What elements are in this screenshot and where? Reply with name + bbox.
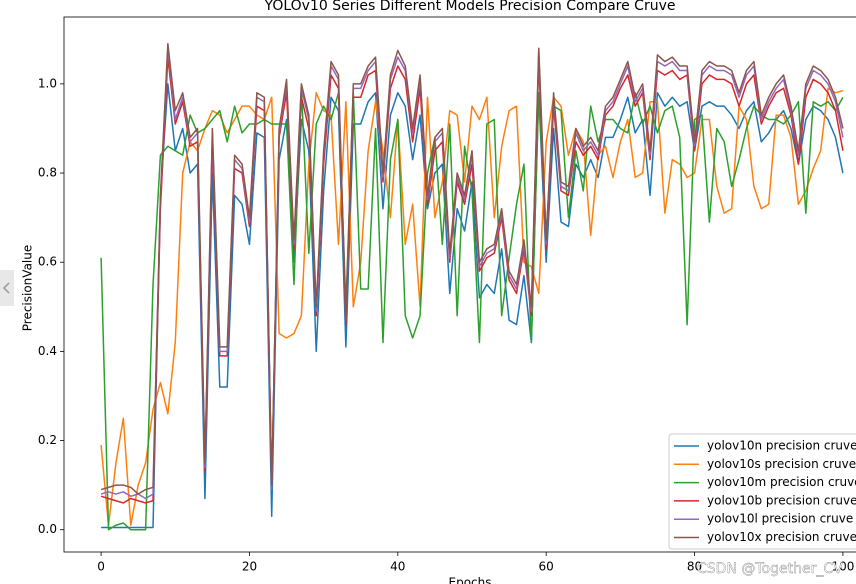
x-axis-label: Epochs — [449, 576, 492, 584]
y-axis-label: PrecisionValue — [21, 245, 35, 332]
plot-frame — [63, 16, 856, 553]
legend-label: yolov10m precision cruve — [707, 475, 856, 489]
legend-label: yolov10l precision cruve — [707, 512, 853, 526]
x-tick-label: 80 — [687, 560, 702, 574]
y-tick-label: 0.4 — [38, 344, 57, 358]
series-line — [100, 87, 844, 526]
legend-label: yolov10s precision cruve — [707, 457, 856, 471]
legend-label: yolov10n precision cruve — [707, 439, 856, 453]
collapse-tab[interactable] — [0, 270, 14, 306]
collapse-tab-bg[interactable] — [0, 270, 14, 306]
watermark: CSDN @Together_CV — [697, 561, 843, 577]
x-tick-label: 0 — [97, 560, 105, 574]
legend-label: yolov10x precision cruve — [707, 530, 856, 544]
y-tick-label: 0.8 — [38, 166, 57, 180]
series-line — [101, 83, 844, 529]
y-tick-label: 0.6 — [38, 255, 57, 269]
series-line — [100, 43, 844, 495]
legend-box — [668, 433, 856, 550]
legend: yolov10n precision cruve yolov10s precisi… — [668, 433, 856, 550]
y-tick-label: 0.0 — [38, 522, 57, 536]
x-tick-label: 60 — [539, 560, 554, 574]
series-line — [100, 87, 844, 531]
x-tick-label: 20 — [242, 560, 257, 574]
legend-label: yolov10b precision cruve — [707, 493, 856, 507]
x-tick-label: 40 — [390, 560, 405, 574]
y-tick-label: 0.2 — [38, 433, 57, 447]
x-tick-label: 100 — [831, 560, 854, 574]
chart-title: YOLOv10 Series Different Models Precisio… — [264, 0, 676, 14]
y-tick-label: 1.0 — [38, 76, 57, 90]
collapse-icon[interactable] — [2, 282, 10, 294]
